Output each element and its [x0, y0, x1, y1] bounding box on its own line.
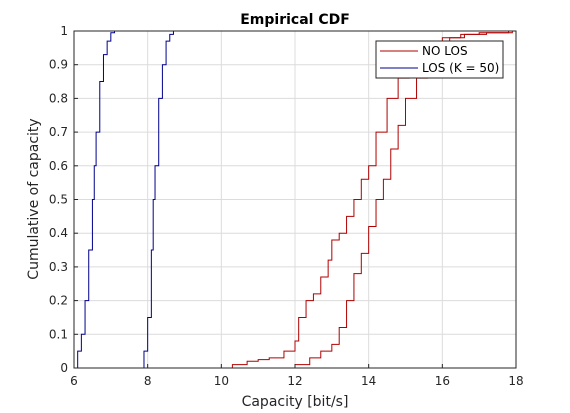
y-tick-label: 0.2: [49, 294, 68, 308]
y-tick-label: 0.5: [49, 193, 68, 207]
y-tick-label: 0.6: [49, 159, 68, 173]
legend-label-los: LOS (K = 50): [422, 61, 499, 75]
y-tick-label: 0.4: [49, 226, 68, 240]
series-line-los-k-50-3: [140, 31, 174, 369]
chart-title: Empirical CDF: [240, 12, 350, 28]
legend-label-no-los: NO LOS: [422, 44, 468, 58]
x-tick-label: 18: [508, 374, 523, 388]
y-tick-label: 0.8: [49, 91, 68, 105]
y-tick-label: 0.1: [49, 327, 68, 341]
legend-box: [375, 40, 504, 79]
y-tick-label: 0.3: [49, 260, 68, 274]
x-tick-label: 12: [287, 374, 302, 388]
x-tick-label: 16: [435, 374, 450, 388]
y-axis-label: Cumulative of capacity: [26, 118, 42, 279]
y-tick-label: 0: [60, 361, 68, 375]
x-tick-label: 6: [70, 374, 78, 388]
x-tick-label: 8: [144, 374, 152, 388]
series-line-los-k-50-2: [74, 31, 116, 369]
y-ticks: 0 0.1 0.2 0.3 0.4 0.5 0.6 0.7 0.8 0.9 1: [49, 24, 78, 375]
y-tick-label: 0.7: [49, 125, 68, 139]
x-tick-label: 10: [214, 374, 229, 388]
y-tick-label: 0.9: [49, 58, 68, 72]
x-axis-label: Capacity [bit/s]: [242, 394, 349, 410]
x-ticks: 6 8 10 12 14 16 18: [70, 364, 524, 388]
y-tick-label: 1: [60, 24, 68, 38]
legend: NO LOS LOS (K = 50): [375, 40, 504, 79]
x-tick-label: 14: [361, 374, 376, 388]
